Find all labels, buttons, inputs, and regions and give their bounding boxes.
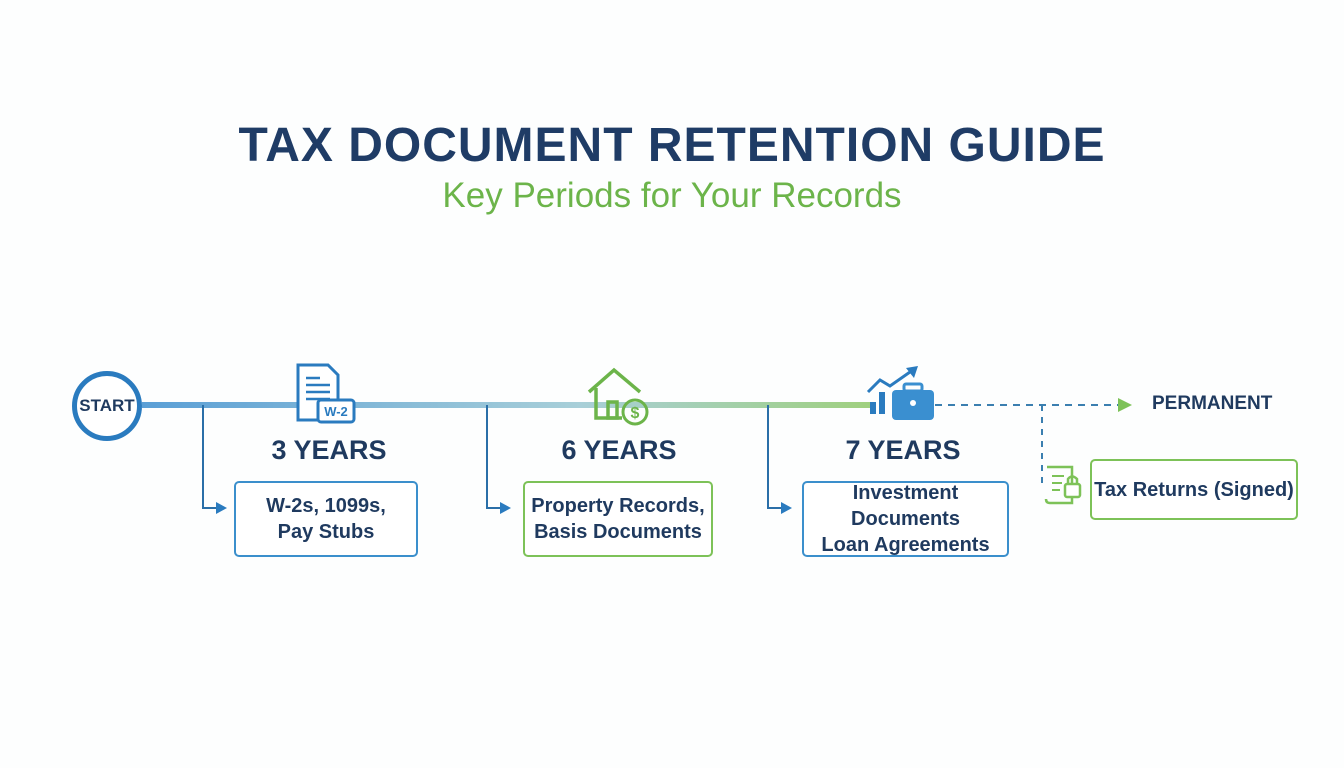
branch-arrow-6-years — [500, 502, 511, 514]
svg-text:$: $ — [631, 405, 640, 422]
house-dollar-icon: $ — [587, 367, 649, 426]
documents-text: Investment Documents Loan Agreements — [821, 482, 990, 556]
w2-icon-label: W-2 — [324, 404, 348, 419]
documents-text: Tax Returns (Signed) — [1094, 478, 1294, 501]
permanent-arrow — [1118, 398, 1132, 412]
period-6-years: 6 YEARS — [561, 435, 677, 465]
period-7-years: 7 YEARS — [845, 435, 961, 465]
branch-arrow-3-years — [216, 502, 227, 514]
documents-text: Property Records, Basis Documents — [531, 495, 705, 543]
scroll-lock-icon — [1044, 465, 1082, 505]
documents-box-6-years: Property Records, Basis Documents — [523, 481, 713, 557]
timeline-main-line — [142, 402, 872, 408]
page-title: TAX DOCUMENT RETENTION GUIDE — [238, 119, 1106, 172]
briefcase-chart-icon — [866, 366, 934, 420]
period-permanent: PERMANENT — [1152, 393, 1273, 414]
branch-arrow-7-years — [781, 502, 792, 514]
page-subtitle: Key Periods for Your Records — [442, 176, 902, 215]
w2-document-icon: W-2 — [296, 363, 356, 424]
branch-3-years — [202, 405, 218, 509]
start-node: START — [72, 371, 142, 441]
branch-7-years — [767, 405, 783, 509]
period-3-years: 3 YEARS — [271, 435, 387, 465]
documents-text: W-2s, 1099s, Pay Stubs — [266, 495, 386, 543]
branch-6-years — [486, 405, 502, 509]
documents-box-permanent: Tax Returns (Signed) — [1090, 459, 1298, 520]
documents-box-7-years: Investment Documents Loan Agreements — [802, 481, 1009, 557]
documents-box-3-years: W-2s, 1099s, Pay Stubs — [234, 481, 418, 557]
